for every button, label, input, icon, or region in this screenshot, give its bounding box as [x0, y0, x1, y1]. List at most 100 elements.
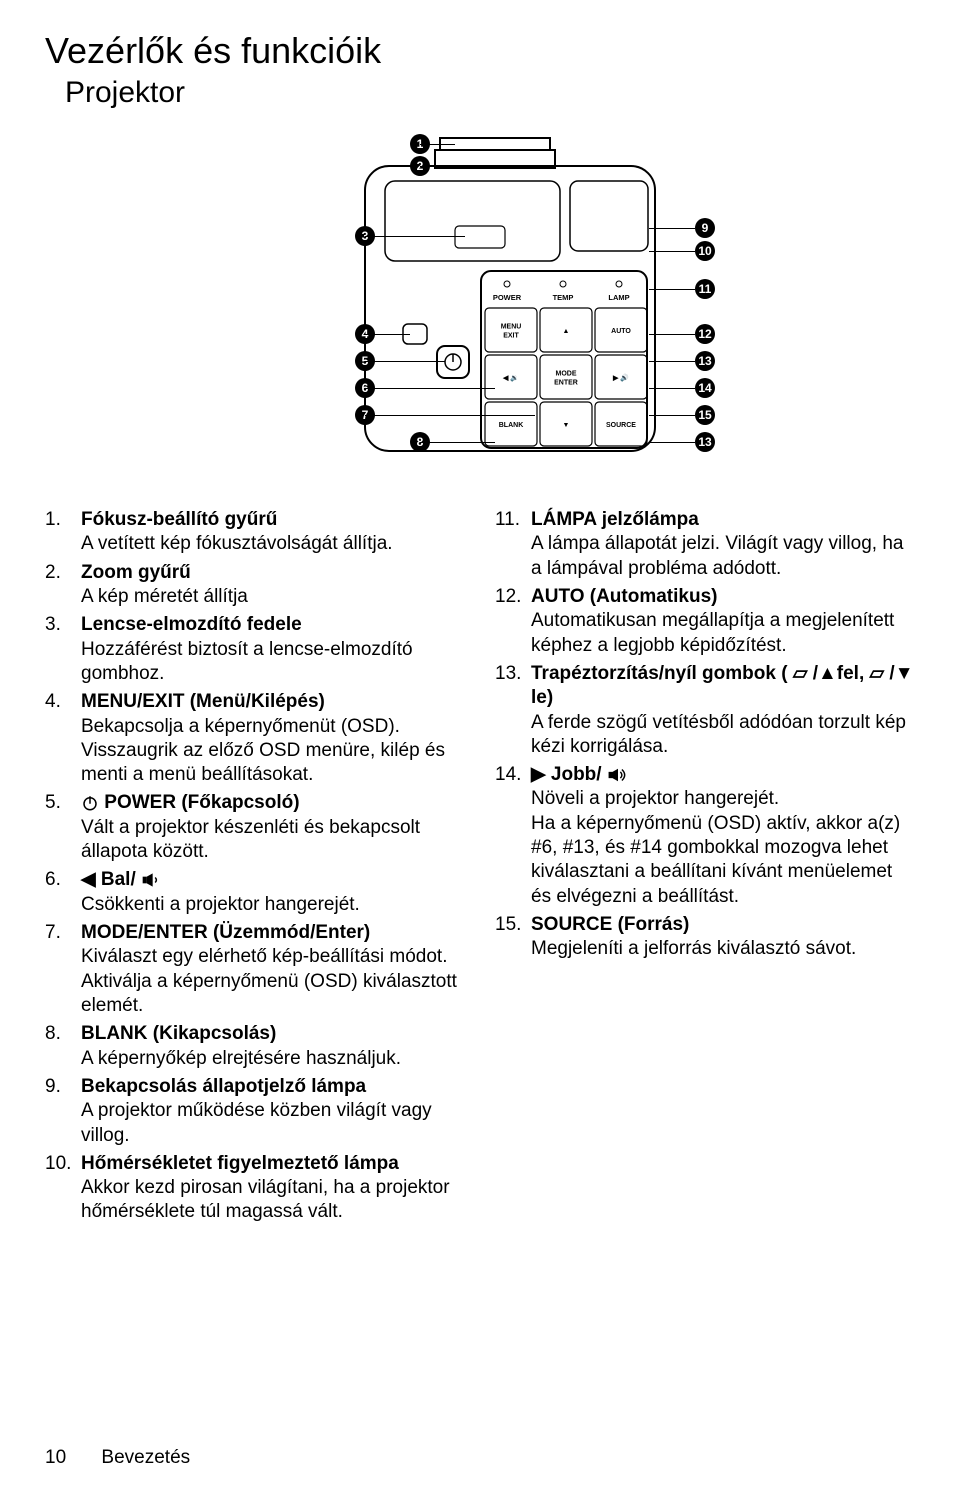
leader: [649, 228, 695, 229]
leader: [365, 361, 445, 362]
leader: [649, 334, 695, 335]
item-body: A vetített kép fókusztávolságát állítja.: [81, 532, 465, 556]
item-title: MENU/EXIT (Menü/Kilépés): [81, 690, 465, 714]
item-content: MENU/EXIT (Menü/Kilépés)Bekapcsolja a ké…: [81, 690, 465, 787]
leader: [649, 415, 695, 416]
item-content: ▶ Jobb/ Növeli a projektor hangerejét.Ha…: [531, 763, 915, 909]
item-title: LÁMPA jelzőlámpa: [531, 508, 915, 532]
list-item: 2.Zoom gyűrűA kép méretét állítja: [45, 561, 465, 610]
item-title: ▶ Jobb/: [531, 763, 915, 787]
item-number: 6.: [45, 868, 81, 917]
item-content: MODE/ENTER (Üzemmód/Enter)Kiválaszt egy …: [81, 921, 465, 1018]
item-content: Lencse-elmozdító fedeleHozzáférést bizto…: [81, 613, 465, 686]
svg-text:MODE: MODE: [556, 371, 577, 378]
item-title: Lencse-elmozdító fedele: [81, 613, 465, 637]
item-title: Trapéztorzítás/nyíl gombok ( ▱ /▲fel, ▱ …: [531, 662, 915, 711]
section-name: Bevezetés: [101, 1447, 190, 1468]
leader: [649, 251, 695, 252]
page-number: 10: [45, 1447, 66, 1468]
left-column: 1.Fókusz-beállító gyűrűA vetített kép fó…: [45, 508, 465, 1229]
list-item: 5. POWER (Főkapcsoló)Vált a projektor ké…: [45, 791, 465, 864]
leader: [365, 415, 535, 416]
item-title: Fókusz-beállító gyűrű: [81, 508, 465, 532]
callout-15: 15: [695, 405, 715, 425]
item-body: A lámpa állapotát jelzi. Világít vagy vi…: [531, 532, 915, 581]
projector-svg: POWER TEMP LAMP MENUEXIT▲AUTO◀ 🔉MODEENTE…: [185, 126, 775, 486]
item-body: Csökkenti a projektor hangerejét.: [81, 893, 465, 917]
item-number: 11.: [495, 508, 531, 581]
item-number: 12.: [495, 585, 531, 658]
item-content: Bekapcsolás állapotjelző lámpaA projekto…: [81, 1075, 465, 1148]
item-content: AUTO (Automatikus)Automatikusan megállap…: [531, 585, 915, 658]
item-body: Növeli a projektor hangerejét.Ha a képer…: [531, 787, 915, 909]
list-item: 1.Fókusz-beállító gyűrűA vetített kép fó…: [45, 508, 465, 557]
item-content: Fókusz-beállító gyűrűA vetített kép fóku…: [81, 508, 465, 557]
item-content: Zoom gyűrűA kép méretét állítja: [81, 561, 465, 610]
callout-12: 12: [695, 324, 715, 344]
list-item: 15.SOURCE (Forrás)Megjeleníti a jelforrá…: [495, 913, 915, 962]
projector-diagram: POWER TEMP LAMP MENUEXIT▲AUTO◀ 🔉MODEENTE…: [185, 126, 775, 486]
callout-11: 11: [695, 279, 715, 299]
item-number: 13.: [495, 662, 531, 759]
leader: [365, 334, 410, 335]
item-title: MODE/ENTER (Üzemmód/Enter): [81, 921, 465, 945]
list-item: 6.◀ Bal/ Csökkenti a projektor hangerejé…: [45, 868, 465, 917]
svg-text:BLANK: BLANK: [499, 422, 524, 429]
leader: [420, 442, 495, 443]
callout-13: 13: [695, 351, 715, 371]
item-content: Trapéztorzítás/nyíl gombok ( ▱ /▲fel, ▱ …: [531, 662, 915, 759]
item-number: 1.: [45, 508, 81, 557]
list-item: 8.BLANK (Kikapcsolás)A képernyőkép elrej…: [45, 1022, 465, 1071]
page-footer: 10 Bevezetés: [45, 1447, 190, 1469]
list-item: 7.MODE/ENTER (Üzemmód/Enter)Kiválaszt eg…: [45, 921, 465, 1018]
leader: [365, 236, 465, 237]
list-item: 11.LÁMPA jelzőlámpaA lámpa állapotát jel…: [495, 508, 915, 581]
svg-text:▶ 🔊: ▶ 🔊: [612, 373, 629, 382]
callout-14: 14: [695, 378, 715, 398]
item-content: LÁMPA jelzőlámpaA lámpa állapotát jelzi.…: [531, 508, 915, 581]
item-body: A kép méretét állítja: [81, 585, 465, 609]
item-title: Hőmérsékletet figyelmeztető lámpa: [81, 1152, 465, 1176]
item-title: SOURCE (Forrás): [531, 913, 915, 937]
svg-text:◀ 🔉: ◀ 🔉: [502, 374, 519, 382]
svg-text:LAMP: LAMP: [608, 293, 629, 302]
item-number: 4.: [45, 690, 81, 787]
callout-13: 13: [695, 432, 715, 452]
item-content: BLANK (Kikapcsolás)A képernyőkép elrejté…: [81, 1022, 465, 1071]
list-item: 12.AUTO (Automatikus)Automatikusan megál…: [495, 585, 915, 658]
item-body: Megjeleníti a jelforrás kiválasztó sávot…: [531, 937, 915, 961]
item-number: 14.: [495, 763, 531, 909]
item-title: POWER (Főkapcsoló): [81, 791, 465, 815]
svg-text:AUTO: AUTO: [611, 328, 631, 335]
item-number: 9.: [45, 1075, 81, 1148]
svg-text:MENU: MENU: [501, 324, 522, 331]
leader: [649, 388, 695, 389]
callout-9: 9: [695, 218, 715, 238]
item-title: BLANK (Kikapcsolás): [81, 1022, 465, 1046]
item-body: A ferde szögű vetítésből adódóan torzult…: [531, 711, 915, 760]
columns: 1.Fókusz-beállító gyűrűA vetített kép fó…: [45, 508, 915, 1229]
leader: [649, 442, 695, 443]
right-column: 11.LÁMPA jelzőlámpaA lámpa állapotát jel…: [495, 508, 915, 1229]
item-number: 7.: [45, 921, 81, 1018]
leader: [420, 166, 440, 167]
item-body: Automatikusan megállapítja a megjeleníte…: [531, 609, 915, 658]
leader: [420, 144, 455, 145]
svg-text:ENTER: ENTER: [554, 380, 578, 387]
list-item: 9.Bekapcsolás állapotjelző lámpaA projek…: [45, 1075, 465, 1148]
item-body: Vált a projektor készenléti és bekapcsol…: [81, 816, 465, 865]
item-body: A képernyőkép elrejtésére használjuk.: [81, 1047, 465, 1071]
item-title: AUTO (Automatikus): [531, 585, 915, 609]
item-body: A projektor működése közben világít vagy…: [81, 1099, 465, 1148]
svg-text:SOURCE: SOURCE: [606, 422, 636, 429]
list-item: 4.MENU/EXIT (Menü/Kilépés)Bekapcsolja a …: [45, 690, 465, 787]
svg-text:EXIT: EXIT: [503, 333, 519, 340]
callout-10: 10: [695, 241, 715, 261]
list-item: 3.Lencse-elmozdító fedeleHozzáférést biz…: [45, 613, 465, 686]
item-number: 8.: [45, 1022, 81, 1071]
page-title: Vezérlők és funkcióik: [45, 30, 915, 72]
item-content: POWER (Főkapcsoló)Vált a projektor késze…: [81, 791, 465, 864]
list-item: 14.▶ Jobb/ Növeli a projektor hangerejét…: [495, 763, 915, 909]
svg-text:▲: ▲: [563, 328, 570, 335]
item-content: Hőmérsékletet figyelmeztető lámpaAkkor k…: [81, 1152, 465, 1225]
